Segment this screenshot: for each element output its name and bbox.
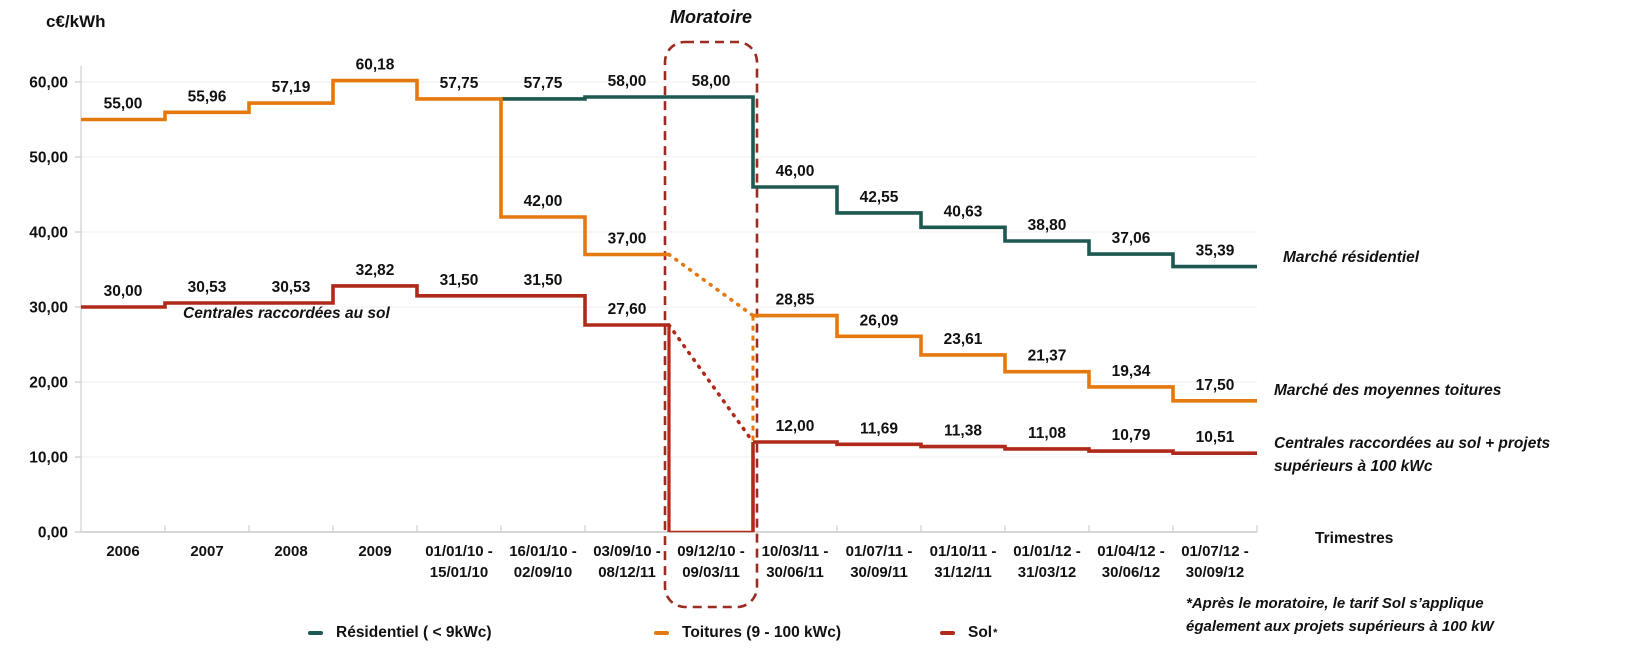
x-tick-label: 10/03/11 -30/06/11: [762, 543, 829, 581]
footnote-line1: *Après le moratoire, le tarif Sol s’appl…: [1186, 595, 1484, 612]
y-tick-label: 0,00: [38, 525, 68, 542]
data-label: 12,00: [776, 418, 815, 435]
data-label: 57,75: [524, 75, 563, 92]
data-label: 32,82: [356, 262, 395, 279]
data-label: 35,39: [1196, 243, 1235, 260]
y-tick-label: 10,00: [29, 450, 68, 467]
y-axis-unit-label: c€/kWh: [46, 12, 106, 31]
data-label: 31,50: [524, 272, 563, 289]
y-tick-label: 20,00: [29, 375, 68, 392]
series-line-2: [81, 284, 1257, 455]
data-label: 37,00: [608, 231, 647, 248]
legend-label-residentiel: Résidentiel ( < 9kWc): [336, 624, 492, 641]
legend-item-residentiel: Résidentiel ( < 9kWc): [308, 624, 491, 642]
footnote: *Après le moratoire, le tarif Sol s’appl…: [1186, 592, 1494, 638]
x-tick-label: 2009: [358, 543, 391, 560]
data-label: 42,00: [524, 193, 563, 210]
x-tick-label: 01/07/12 -30/09/12: [1181, 543, 1249, 581]
x-tick-label: 01/07/11 -30/09/11: [846, 543, 913, 581]
dotted-transition: [667, 323, 755, 444]
x-tick-label: 01/10/11 -31/12/11: [930, 543, 997, 581]
moratorium-box: [663, 40, 759, 609]
data-label: 55,00: [104, 96, 143, 113]
data-label: 58,00: [692, 73, 731, 90]
x-axis-title: Trimestres: [1315, 530, 1394, 547]
x-tick-label: 16/01/10 -02/09/10: [509, 543, 577, 581]
data-label: 28,85: [776, 292, 815, 309]
legend-dash-toitures-icon: [654, 630, 669, 636]
data-label: 10,79: [1112, 427, 1151, 444]
y-tick-label: 40,00: [29, 225, 68, 242]
data-label: 27,60: [608, 301, 647, 318]
annotation-ground-post-line1: Centrales raccordées au sol + projets: [1274, 435, 1551, 452]
x-tick-label: 2007: [190, 543, 223, 560]
dotted-transition: [667, 252, 755, 318]
data-label: 30,53: [188, 279, 227, 296]
data-label: 10,51: [1196, 429, 1235, 446]
data-label: 60,18: [356, 57, 395, 74]
data-label: 21,37: [1028, 348, 1067, 365]
data-label: 19,34: [1112, 363, 1151, 380]
annotation-ground-post-moratorium: Centrales raccordées au sol + projets su…: [1274, 432, 1626, 478]
x-tick-label: 01/01/10 -15/01/10: [425, 543, 493, 581]
annotation-medium-roof-market: Marché des moyennes toitures: [1274, 382, 1502, 399]
y-tick-label: 60,00: [29, 75, 68, 92]
x-tick-label: 09/12/10 -09/03/11: [677, 543, 745, 581]
data-label: 57,19: [272, 79, 311, 96]
legend-label-toitures: Toitures (9 - 100 kWc): [682, 624, 842, 641]
annotation-residential-market: Marché résidentiel: [1283, 249, 1420, 266]
legend-item-sol: Sol *: [940, 624, 997, 642]
x-tick-label: 01/01/12 -31/03/12: [1013, 543, 1081, 581]
data-label: 26,09: [860, 312, 899, 329]
data-label: 23,61: [944, 331, 983, 348]
data-label: 11,08: [1028, 425, 1066, 442]
data-label: 42,55: [860, 189, 899, 206]
legend-dash-sol-icon: [940, 630, 955, 636]
data-label: 46,00: [776, 163, 815, 180]
data-label: 31,50: [440, 272, 479, 289]
x-tick-label: 01/04/12 -30/06/12: [1097, 543, 1165, 581]
data-label: 55,96: [188, 88, 227, 105]
moratorium-title: Moratoire: [669, 7, 752, 27]
data-label: 11,38: [944, 423, 982, 440]
y-tick-label: 50,00: [29, 150, 68, 167]
data-label: 40,63: [944, 203, 983, 220]
x-tick-label: 2008: [274, 543, 307, 560]
data-label: 58,00: [608, 73, 647, 90]
legend-label-sol: Sol: [968, 624, 993, 641]
data-label: 11,69: [860, 420, 898, 437]
data-label: 57,75: [440, 75, 479, 92]
data-label: 30,00: [104, 283, 143, 300]
legend-item-toitures: Toitures (9 - 100 kWc): [654, 624, 841, 642]
data-label: 37,06: [1112, 230, 1151, 247]
footnote-line2: également aux projets supérieurs à 100 k…: [1186, 618, 1494, 635]
annotation-ground-post-line2: supérieurs à 100 kWc: [1274, 458, 1433, 475]
data-label: 30,53: [272, 279, 311, 296]
legend-sol-asterisk: *: [993, 627, 998, 639]
legend-dash-residentiel-icon: [308, 630, 323, 636]
y-tick-label: 30,00: [29, 300, 68, 317]
x-tick-label: 2006: [106, 543, 139, 560]
data-label: 17,50: [1196, 377, 1235, 394]
chart-legend: Résidentiel ( < 9kWc) Toitures (9 - 100 …: [0, 624, 1626, 650]
annotation-ground-connected: Centrales raccordées au sol: [183, 305, 390, 322]
data-label: 38,80: [1028, 217, 1067, 234]
series-line-0: [501, 95, 1257, 269]
series-line-1: [81, 78, 1257, 403]
x-tick-label: 03/09/10 -08/12/11: [593, 543, 661, 581]
